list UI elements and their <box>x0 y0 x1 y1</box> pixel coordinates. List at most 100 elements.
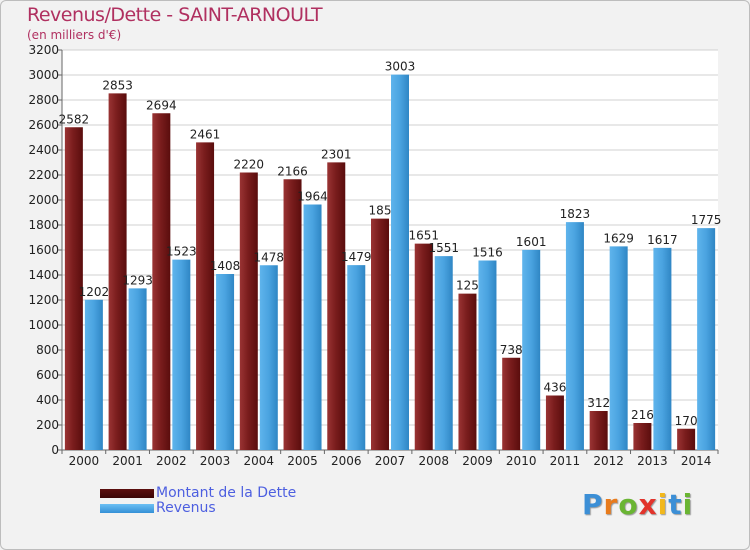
data-label-debt: 2220 <box>234 158 265 172</box>
y-tick-label: 800 <box>36 343 59 357</box>
y-tick-label: 2400 <box>28 143 59 157</box>
data-label-debt: 738 <box>500 343 523 357</box>
data-label-debt: 125 <box>456 279 479 293</box>
data-label-revenus: 3003 <box>385 60 416 74</box>
logo-letter: t <box>668 488 683 521</box>
y-axis: 0 200 400 600 800 1000 1200 1400 1600 1800 2000 220… <box>28 43 63 457</box>
data-label-revenus: 1478 <box>254 250 285 264</box>
grid-lines <box>62 49 718 451</box>
logo-letter: x <box>638 488 658 521</box>
chart-title: Revenus/Dette - SAINT-ARNOULT <box>27 4 323 26</box>
bar-revenus <box>216 274 235 450</box>
x-tick-label: 2001 <box>112 454 143 468</box>
y-tick-label: 400 <box>36 393 59 407</box>
logo-letter: P <box>582 488 604 521</box>
data-label-debt: 2461 <box>190 127 221 141</box>
bar-debt <box>196 142 215 450</box>
data-label-debt: 2694 <box>146 98 177 112</box>
bar-debt <box>283 179 302 450</box>
y-tick-label: 1600 <box>28 243 59 257</box>
bar-revenus <box>522 249 541 450</box>
data-label-debt: 436 <box>543 381 566 395</box>
y-tick-label: 1400 <box>28 268 59 282</box>
y-tick-label: 1000 <box>28 318 59 332</box>
bar-revenus <box>434 256 453 450</box>
x-tick-label: 2000 <box>69 454 100 468</box>
data-label-debt: 185 <box>369 204 392 218</box>
chart-subtitle: (en milliers d'€) <box>27 28 122 42</box>
x-tick-label: 2005 <box>287 454 318 468</box>
data-label-revenus: 1551 <box>428 241 459 255</box>
logo-letter: o <box>618 488 639 521</box>
bar-debt <box>371 218 389 450</box>
bars <box>64 74 716 450</box>
legend-label-revenus: Revenus <box>156 500 216 516</box>
bar-debt <box>414 243 433 450</box>
x-tick-label: 2004 <box>244 454 275 468</box>
logo-letter: i <box>657 488 669 521</box>
data-labels: 2582 1202 2853 1293 2694 1523 2461 1408 2220 1478… <box>59 60 722 428</box>
data-label-revenus: 1408 <box>210 259 241 273</box>
data-label-debt: 2166 <box>277 164 308 178</box>
bar-debt <box>64 127 83 450</box>
legend-swatch-debt <box>100 489 154 498</box>
bar-debt <box>152 113 171 450</box>
x-tick-label: 2013 <box>637 454 668 468</box>
data-label-debt: 1651 <box>408 229 439 243</box>
bar-debt <box>633 423 652 450</box>
bar-revenus <box>653 247 672 450</box>
legend-swatch-revenus <box>100 504 154 513</box>
data-label-revenus: 1823 <box>560 207 591 221</box>
bar-debt <box>458 293 477 450</box>
bar-debt <box>239 172 258 450</box>
x-tick-label: 2002 <box>156 454 187 468</box>
x-tick-label: 2012 <box>593 454 624 468</box>
data-label-revenus: 1964 <box>297 190 328 204</box>
bar-revenus <box>609 246 628 450</box>
x-tick-label: 2009 <box>462 454 493 468</box>
bar-revenus <box>478 260 497 450</box>
bar-debt <box>589 411 608 450</box>
y-tick-label: 2000 <box>28 193 59 207</box>
data-label-debt: 2853 <box>102 78 133 92</box>
x-tick-label: 2006 <box>331 454 362 468</box>
data-label-debt: 2582 <box>59 112 90 126</box>
data-label-revenus: 1617 <box>647 233 678 247</box>
data-label-debt: 312 <box>587 396 610 410</box>
y-tick-label: 1800 <box>28 218 59 232</box>
x-tick-label: 2007 <box>375 454 406 468</box>
y-tick-label: 600 <box>36 368 59 382</box>
proxiti-logo: Proxiti <box>582 488 693 521</box>
bar-debt <box>502 357 521 450</box>
logo-letter: r <box>603 488 619 521</box>
x-tick-label: 2010 <box>506 454 537 468</box>
y-tick-label: 0 <box>51 443 59 457</box>
data-label-revenus: 1523 <box>166 245 197 259</box>
data-label-revenus: 1479 <box>341 250 372 264</box>
data-label-revenus: 1601 <box>516 235 547 249</box>
data-label-debt: 216 <box>631 408 654 422</box>
data-label-revenus: 1775 <box>691 213 722 227</box>
bar-debt <box>108 93 127 450</box>
bar-revenus <box>84 299 103 450</box>
data-label-revenus: 1293 <box>122 273 153 287</box>
bar-revenus <box>128 288 147 450</box>
y-tick-label: 2600 <box>28 118 59 132</box>
data-label-revenus: 1202 <box>79 285 110 299</box>
data-label-debt: 2301 <box>321 147 352 161</box>
x-axis: 2000 2001 2002 2003 2004 2005 2006 2007 2008 2009… <box>61 449 719 468</box>
y-tick-label: 2200 <box>28 168 59 182</box>
bar-revenus <box>565 222 584 450</box>
bar-revenus <box>347 265 366 450</box>
bar-debt <box>545 395 564 450</box>
data-label-revenus: 1629 <box>603 231 634 245</box>
bar-revenus <box>303 204 322 450</box>
y-tick-label: 1200 <box>28 293 59 307</box>
bar-revenus <box>391 74 409 450</box>
logo-letter: i <box>682 488 694 521</box>
y-tick-label: 2800 <box>28 93 59 107</box>
bar-debt <box>677 428 696 450</box>
y-tick-label: 200 <box>36 418 59 432</box>
y-tick-label: 3200 <box>28 43 59 57</box>
data-label-debt: 170 <box>675 414 698 428</box>
